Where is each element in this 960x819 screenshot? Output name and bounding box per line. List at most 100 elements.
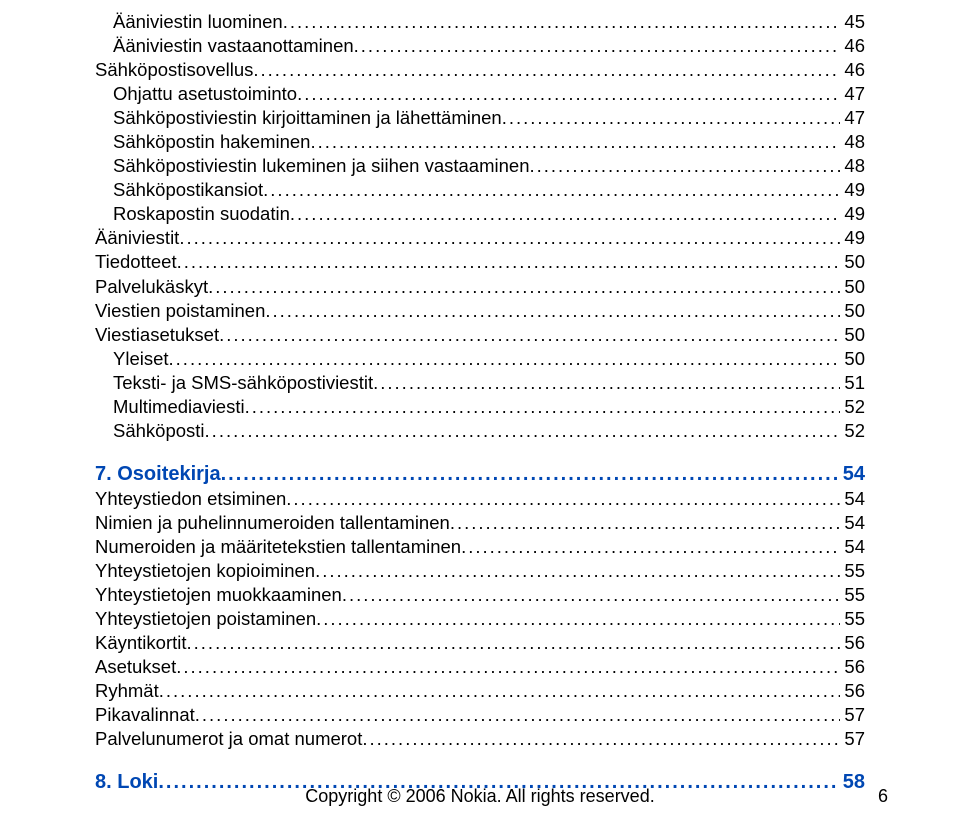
toc-entry: Yhteystietojen kopioiminen 55	[95, 559, 865, 583]
toc-leader-dots	[187, 631, 841, 655]
toc-leader-dots	[286, 487, 840, 511]
toc-leader-dots	[450, 511, 841, 535]
toc-entry: Palvelukäskyt 50	[95, 275, 865, 299]
toc-label: Viestiasetukset	[95, 323, 219, 347]
toc-entry: Ääniviestin luominen45	[95, 10, 865, 34]
toc-leader-dots	[179, 226, 840, 250]
toc-leader-dots	[208, 275, 840, 299]
table-of-contents: Ääniviestin luominen45Ääniviestin vastaa…	[95, 10, 865, 795]
toc-entry: Yhteystietojen muokkaaminen55	[95, 583, 865, 607]
toc-entry: Nimien ja puhelinnumeroiden tallentamine…	[95, 511, 865, 535]
toc-label: Sähköpostin hakeminen	[113, 130, 310, 154]
toc-page-number: 57	[840, 727, 865, 751]
toc-entry: Roskapostin suodatin49	[95, 202, 865, 226]
toc-entry: Sähköpostin hakeminen 48	[95, 130, 865, 154]
toc-label: Viestien poistaminen	[95, 299, 265, 323]
toc-label: Sähköpostisovellus	[95, 58, 253, 82]
toc-entry: Viestiasetukset 50	[95, 323, 865, 347]
toc-entry: Asetukset 56	[95, 655, 865, 679]
toc-leader-dots	[310, 130, 840, 154]
toc-page-number: 56	[840, 631, 865, 655]
toc-entry: Yhteystiedon etsiminen 54	[95, 487, 865, 511]
toc-label: Palvelukäskyt	[95, 275, 208, 299]
toc-leader-dots	[159, 679, 841, 703]
toc-entry: Ohjattu asetustoiminto47	[95, 82, 865, 106]
page-number: 6	[878, 786, 888, 807]
toc-page-number: 50	[840, 323, 865, 347]
toc-entry: Palvelunumerot ja omat numerot 57	[95, 727, 865, 751]
toc-entry: Yhteystietojen poistaminen55	[95, 607, 865, 631]
toc-page-number: 52	[840, 395, 865, 419]
toc-entry: Sähköpostikansiot49	[95, 178, 865, 202]
toc-leader-dots	[354, 34, 841, 58]
toc-leader-dots	[169, 347, 841, 371]
toc-leader-dots	[263, 178, 840, 202]
toc-page-number: 56	[840, 679, 865, 703]
toc-page-number: 52	[840, 419, 865, 443]
toc-label: Ääniviestin vastaanottaminen	[113, 34, 354, 58]
toc-label: Sähköposti	[113, 419, 205, 443]
copyright-footer: Copyright © 2006 Nokia. All rights reser…	[0, 786, 960, 807]
toc-label: Yhteystiedon etsiminen	[95, 487, 286, 511]
toc-label: Yleiset	[113, 347, 169, 371]
toc-label: Tiedotteet	[95, 250, 177, 274]
toc-page-number: 50	[840, 250, 865, 274]
toc-page-number: 54	[840, 511, 865, 535]
toc-label: Ryhmät	[95, 679, 159, 703]
toc-label: Multimediaviesti	[113, 395, 245, 419]
toc-page-number: 55	[840, 583, 865, 607]
toc-entry: Ääniviestin vastaanottaminen 46	[95, 34, 865, 58]
toc-label: Teksti- ja SMS-sähköpostiviestit	[113, 371, 373, 395]
toc-label: Ohjattu asetustoiminto	[113, 82, 297, 106]
toc-entry: Sähköpostiviestin kirjoittaminen ja lähe…	[95, 106, 865, 130]
toc-entry: Viestien poistaminen 50	[95, 299, 865, 323]
toc-entry: Teksti- ja SMS-sähköpostiviestit51	[95, 371, 865, 395]
toc-leader-dots	[245, 395, 841, 419]
toc-leader-dots	[530, 154, 841, 178]
toc-page-number: 49	[840, 178, 865, 202]
toc-entry: Ryhmät 56	[95, 679, 865, 703]
toc-leader-dots	[221, 461, 839, 487]
toc-entry: Sähköpostiviestin lukeminen ja siihen va…	[95, 154, 865, 178]
toc-entry: Sähköposti 52	[95, 419, 865, 443]
toc-page-number: 50	[840, 275, 865, 299]
toc-leader-dots	[219, 323, 840, 347]
toc-leader-dots	[461, 535, 840, 559]
toc-label: 7. Osoitekirja	[95, 461, 221, 487]
toc-leader-dots	[205, 419, 841, 443]
toc-label: Roskapostin suodatin	[113, 202, 290, 226]
toc-label: Asetukset	[95, 655, 176, 679]
toc-leader-dots	[265, 299, 840, 323]
toc-page-number: 46	[840, 34, 865, 58]
toc-label: Pikavalinnat	[95, 703, 195, 727]
toc-entry: 7. Osoitekirja 54	[95, 461, 865, 487]
toc-leader-dots	[373, 371, 840, 395]
toc-leader-dots	[297, 82, 840, 106]
toc-entry: Ääniviestit49	[95, 226, 865, 250]
toc-spacer	[95, 443, 865, 461]
toc-label: Ääniviestit	[95, 226, 179, 250]
toc-entry: Pikavalinnat57	[95, 703, 865, 727]
toc-label: Ääniviestin luominen	[113, 10, 283, 34]
toc-page-number: 54	[840, 535, 865, 559]
toc-entry: Sähköpostisovellus46	[95, 58, 865, 82]
toc-entry: Tiedotteet 50	[95, 250, 865, 274]
toc-page-number: 50	[840, 347, 865, 371]
toc-page-number: 50	[840, 299, 865, 323]
toc-entry: Multimediaviesti 52	[95, 395, 865, 419]
toc-page-number: 54	[839, 461, 865, 487]
toc-label: Käyntikortit	[95, 631, 187, 655]
toc-page-number: 56	[840, 655, 865, 679]
toc-page-number: 47	[840, 106, 865, 130]
toc-page-number: 54	[840, 487, 865, 511]
toc-leader-dots	[283, 10, 841, 34]
toc-leader-dots	[195, 703, 841, 727]
toc-entry: Numeroiden ja määritetekstien tallentami…	[95, 535, 865, 559]
toc-leader-dots	[315, 559, 840, 583]
toc-leader-dots	[253, 58, 840, 82]
toc-page-number: 55	[840, 559, 865, 583]
toc-leader-dots	[177, 250, 841, 274]
toc-label: Yhteystietojen kopioiminen	[95, 559, 315, 583]
toc-page-number: 48	[840, 130, 865, 154]
toc-label: Palvelunumerot ja omat numerot	[95, 727, 362, 751]
